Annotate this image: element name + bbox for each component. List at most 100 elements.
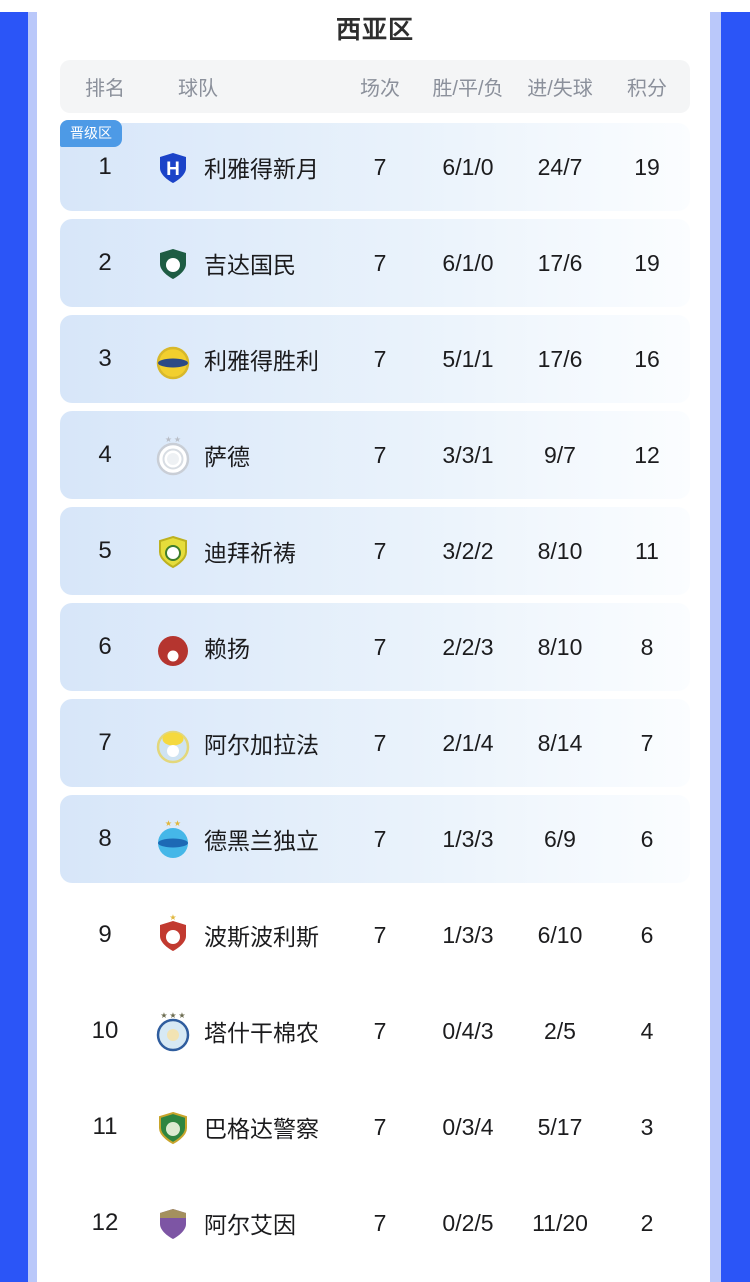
al-shorta-baghdad-crest [150,1105,196,1149]
header-wdl: 胜/平/负 [432,78,504,100]
rank-value: 8 [98,825,112,852]
points-value: 7 [640,729,654,756]
table-row[interactable]: 9 ★ 波斯波利斯 7 1/3/3 6/10 6 [60,891,690,979]
table-row[interactable]: 5 迪拜祈祷 7 3/2/2 8/10 11 [60,507,690,595]
wdl-value: 2/1/4 [442,729,494,756]
table-row[interactable]: 7 阿尔加拉法 7 2/1/4 8/14 7 [60,699,690,787]
table-row[interactable]: 2 吉达国民 7 6/1/0 17/6 19 [60,219,690,307]
header-goals: 进/失球 [527,78,593,100]
team-cell: 利雅得胜利 [150,337,340,381]
matches-value: 7 [373,249,387,276]
al-gharafa-crest [150,721,196,765]
wdl-value: 1/3/3 [442,921,494,948]
team-cell: ★ 波斯波利斯 [150,913,340,957]
wdl-value: 3/3/1 [442,441,494,468]
matches-value: 7 [373,825,387,852]
table-row[interactable]: 4 ★ ★ 萨德 7 3/3/1 9/7 12 [60,411,690,499]
table-row[interactable]: 11 巴格达警察 7 0/3/4 5/17 3 [60,1083,690,1171]
team-name: 利雅得胜利 [204,348,319,374]
rank-value: 6 [98,633,112,660]
qualification-zone-badge: 晋级区 [60,120,122,147]
esteghlal-tehran-crest: ★ ★ [150,817,196,861]
table-row[interactable]: 8 ★ ★ 德黑兰独立 7 1/3/3 6/9 6 [60,795,690,883]
table-header: 排名 球队 场次 胜/平/负 进/失球 积分 [60,60,690,113]
team-name: 迪拜祈祷 [204,540,296,566]
goals-value: 8/14 [537,729,583,756]
right-blue-band [721,12,750,1282]
points-value: 4 [640,1017,654,1044]
table-row[interactable]: 3 利雅得胜利 7 5/1/1 17/6 16 [60,315,690,403]
matches-value: 7 [373,921,387,948]
rank-value: 1 [98,153,112,180]
team-name: 萨德 [204,444,250,470]
team-name: 塔什干棉农 [204,1020,319,1046]
points-value: 2 [640,1209,654,1236]
header-rank: 排名 [85,78,125,100]
svg-text:★: ★ [165,435,172,444]
wdl-value: 6/1/0 [442,249,494,276]
rank-value: 3 [98,345,112,372]
wdl-value: 3/2/2 [442,537,494,564]
matches-value: 7 [373,1113,387,1140]
goals-value: 9/7 [544,441,576,468]
wdl-value: 0/4/3 [442,1017,494,1044]
svg-text:H: H [166,159,180,180]
points-value: 3 [640,1113,654,1140]
wdl-value: 6/1/0 [442,153,494,180]
table-row[interactable]: 1 H 利雅得新月 7 6/1/0 24/7 19 [60,123,690,211]
goals-value: 8/10 [537,633,583,660]
table-row[interactable]: 6 赖扬 7 2/2/3 8/10 8 [60,603,690,691]
al-nassr-crest [150,337,196,381]
wdl-value: 5/1/1 [442,345,494,372]
wdl-value: 2/2/3 [442,633,494,660]
team-name: 阿尔艾因 [204,1212,296,1238]
goals-value: 5/17 [537,1113,583,1140]
header-matches: 场次 [360,78,400,100]
team-cell: 迪拜祈祷 [150,529,340,573]
points-value: 19 [634,153,660,180]
right-lavender-band [710,12,721,1282]
team-name: 德黑兰独立 [204,828,319,854]
header-points: 积分 [627,78,667,100]
goals-value: 17/6 [537,345,583,372]
table-row[interactable]: 12 阿尔艾因 7 0/2/5 11/20 2 [60,1179,690,1267]
points-value: 6 [640,825,654,852]
points-value: 19 [634,249,660,276]
team-cell: H 利雅得新月 [150,145,340,189]
team-cell: 吉达国民 [150,241,340,285]
rank-value: 9 [98,921,112,948]
standings-panel: 西亚区 排名 球队 场次 胜/平/负 进/失球 积分 晋级区 1 H 利雅得新月… [60,12,690,1267]
rank-value: 5 [98,537,112,564]
matches-value: 7 [373,633,387,660]
team-cell: 巴格达警察 [150,1105,340,1149]
matches-value: 7 [373,345,387,372]
svg-text:★: ★ [178,1011,185,1020]
team-cell: 赖扬 [150,625,340,669]
team-cell: ★ ★ 德黑兰独立 [150,817,340,861]
wdl-value: 0/2/5 [442,1209,494,1236]
matches-value: 7 [373,537,387,564]
al-ain-crest [150,1201,196,1245]
matches-value: 7 [373,729,387,756]
goals-value: 6/10 [537,921,583,948]
table-row[interactable]: 10 ★ ★ ★ 塔什干棉农 7 0/4/3 2/5 4 [60,987,690,1075]
goals-value: 2/5 [544,1017,576,1044]
svg-text:★: ★ [174,819,181,828]
header-team: 球队 [178,78,218,100]
matches-value: 7 [373,1017,387,1044]
matches-value: 7 [373,153,387,180]
rank-value: 12 [91,1209,119,1236]
rank-value: 11 [92,1113,118,1140]
team-name: 巴格达警察 [204,1116,319,1142]
al-ahli-jeddah-crest [150,241,196,285]
points-value: 11 [635,537,659,564]
points-value: 12 [634,441,660,468]
svg-text:★: ★ [169,913,176,922]
team-name: 波斯波利斯 [204,924,319,950]
pakhtakor-tashkent-crest: ★ ★ ★ [150,1009,196,1053]
al-rayyan-crest [150,625,196,669]
team-cell: 阿尔加拉法 [150,721,340,765]
points-value: 16 [634,345,660,372]
goals-value: 6/9 [544,825,576,852]
page-title: 西亚区 [335,16,414,44]
